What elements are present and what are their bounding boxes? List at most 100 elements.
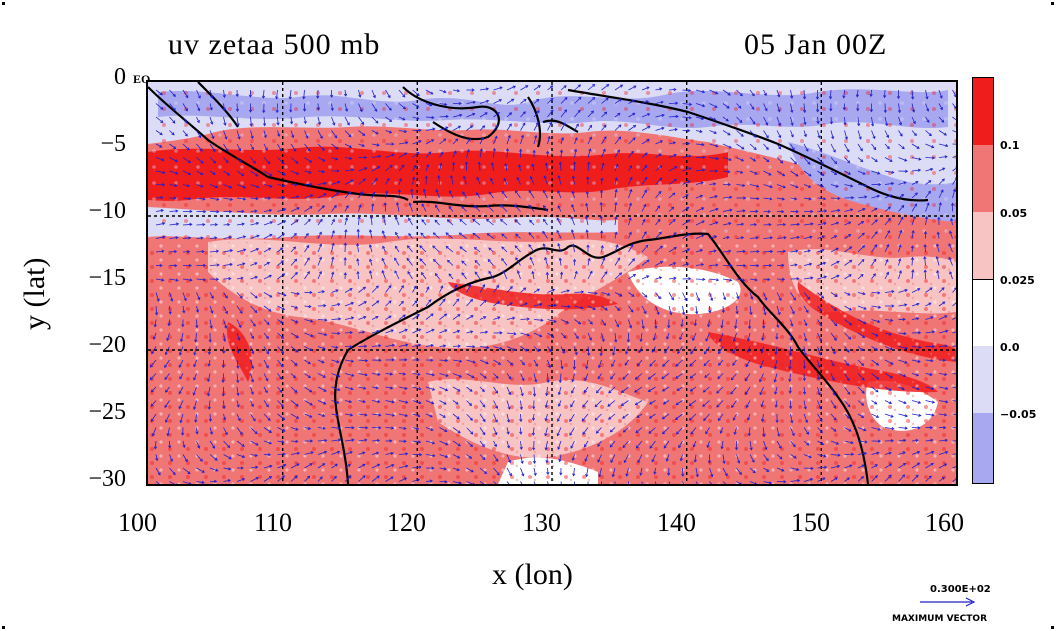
wind-vector: [263, 476, 272, 482]
wind-vector: [614, 177, 618, 185]
wind-vector-head: [582, 431, 586, 435]
wind-vector: [844, 400, 851, 408]
wind-vector: [586, 191, 589, 199]
wind-vector: [695, 195, 703, 199]
wind-vector: [884, 259, 889, 266]
wind-vector: [898, 332, 906, 335]
wind-vector: [164, 400, 170, 408]
wind-vector-head: [482, 284, 485, 288]
wind-vector: [664, 346, 670, 354]
wind-vector: [884, 400, 892, 404]
wind-vector: [948, 243, 953, 253]
wind-vector-head: [562, 122, 566, 126]
wind-vector: [871, 231, 878, 239]
wind-vector-head: [404, 386, 408, 390]
wind-vector: [680, 454, 683, 461]
wind-vector: [587, 258, 590, 266]
wind-vector-head: [602, 257, 606, 261]
wind-vector-head: [388, 300, 392, 304]
wind-vector-head: [428, 151, 432, 155]
wind-vector: [344, 103, 348, 112]
wind-vector: [439, 440, 448, 446]
wind-vector-head: [360, 191, 363, 195]
coast-sulawesi: [527, 96, 579, 148]
wind-vector-head: [309, 290, 313, 295]
wind-vector: [614, 257, 621, 266]
wind-vector: [263, 247, 271, 253]
wind-vector-head: [874, 464, 878, 468]
wind-vector-head: [903, 181, 907, 185]
wind-vector-head: [431, 328, 435, 332]
wind-vector: [439, 454, 448, 458]
wind-vector-head: [318, 270, 322, 275]
wind-vector-head: [848, 428, 852, 432]
wind-vector-head: [702, 389, 706, 393]
wind-vector-head: [178, 391, 182, 395]
wind-vector-head: [643, 203, 647, 207]
wind-vector-head: [524, 348, 528, 352]
wind-vector: [344, 439, 354, 442]
wind-vector: [790, 103, 793, 113]
wind-vector-head: [553, 319, 557, 323]
wind-vector: [452, 454, 460, 459]
wind-vector: [655, 140, 663, 145]
wind-vector: [898, 130, 903, 137]
wind-vector-head: [309, 319, 314, 323]
wind-vector: [530, 176, 535, 185]
wind-vector-head: [594, 417, 598, 421]
wind-vector-head: [484, 330, 489, 334]
wind-vector: [668, 292, 674, 301]
wind-vector: [952, 427, 956, 429]
wind-vector-head: [586, 176, 590, 180]
wind-vector-head: [713, 117, 717, 121]
wind-vector-head: [874, 244, 878, 248]
wind-vector-head: [728, 249, 732, 253]
wind-vector-head: [817, 364, 821, 369]
wind-vector-head: [657, 296, 661, 300]
wind-vector: [520, 135, 524, 145]
wind-vector-head: [743, 196, 747, 200]
wind-vector: [722, 103, 730, 109]
wind-vector-head: [688, 277, 692, 281]
wind-vector-head: [160, 106, 164, 110]
wind-vector: [514, 204, 521, 212]
wind-vector-head: [732, 417, 736, 421]
wind-vector: [448, 206, 454, 212]
wind-vector: [155, 103, 164, 110]
wind-vector-head: [458, 232, 462, 236]
wind-vector: [884, 291, 894, 293]
wind-vector-head: [307, 375, 312, 379]
wind-vector: [857, 427, 866, 431]
wind-vector-head: [806, 431, 809, 435]
wind-vector: [344, 332, 353, 334]
wind-vector-head: [481, 136, 484, 141]
wind-vector: [871, 373, 879, 380]
wind-vector-head: [332, 122, 336, 126]
wind-vector: [304, 373, 311, 378]
wind-vector-head: [837, 453, 841, 457]
wind-vector-head: [952, 188, 956, 192]
wind-vector-head: [742, 209, 746, 213]
wind-vector-head: [636, 414, 640, 418]
wind-vector: [506, 332, 516, 335]
wind-vector-head: [294, 305, 299, 309]
wind-vector-head: [793, 161, 797, 165]
wind-vector-head: [930, 463, 934, 466]
wind-vector-head: [457, 430, 461, 434]
wind-vector: [439, 427, 447, 432]
wind-vector: [250, 319, 256, 327]
wind-vector-head: [701, 142, 705, 147]
wind-vector: [614, 149, 620, 158]
wind-vector: [695, 130, 702, 133]
wind-vector-head: [251, 147, 254, 151]
wind-vector-head: [539, 334, 543, 338]
wind-vector-head: [658, 153, 662, 157]
wind-vector-head: [834, 161, 838, 165]
wind-vector: [501, 191, 508, 199]
wind-vector-head: [558, 379, 563, 384]
wind-vector: [164, 373, 170, 380]
wind-vector: [709, 183, 716, 185]
wind-vector: [690, 346, 697, 355]
wind-vector: [533, 319, 543, 321]
wind-vector: [612, 346, 616, 355]
